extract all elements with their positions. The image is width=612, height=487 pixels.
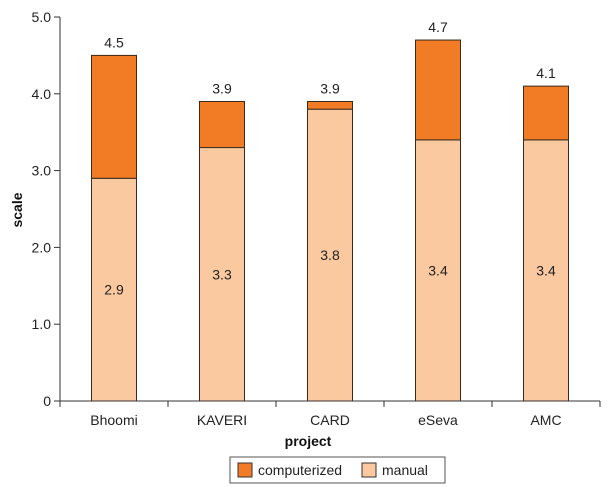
x-tick-label: KAVERI <box>197 412 247 428</box>
bars: 4.5 2.9 3.9 3.3 3.9 3.8 4.7 3.4 4.1 3.4 <box>91 19 569 402</box>
x-tick-label: eSeva <box>418 412 458 428</box>
x-axis-title: project <box>285 433 332 449</box>
x-tick-label: CARD <box>310 412 350 428</box>
total-value-label: 3.9 <box>212 80 232 96</box>
legend-swatch-computerized <box>237 462 253 478</box>
bar-manual <box>199 147 245 402</box>
manual-value-label: 3.4 <box>428 262 448 278</box>
manual-value-label: 3.3 <box>212 266 232 282</box>
y-axis: 0 1.0 2.0 3.0 4.0 5.0 <box>32 9 61 409</box>
bar-manual <box>307 108 353 402</box>
y-tick-label: 1.0 <box>32 316 52 332</box>
bar-computerized <box>523 85 569 141</box>
x-tick-label: Bhoomi <box>90 412 137 428</box>
legend-swatch-manual <box>361 462 377 478</box>
y-tick-label: 2.0 <box>32 239 52 255</box>
total-value-label: 3.9 <box>320 80 340 96</box>
y-tick-label: 5.0 <box>32 9 52 25</box>
y-tick-label: 4.0 <box>32 86 52 102</box>
y-tick-label: 3.0 <box>32 163 52 179</box>
legend: computerized manual <box>229 456 446 484</box>
x-axis: Bhoomi KAVERI CARD eSeva AMC <box>59 400 601 428</box>
bar-computerized <box>91 54 137 179</box>
bar-manual <box>415 139 461 402</box>
bar-computerized <box>415 39 461 141</box>
total-value-label: 4.5 <box>104 34 124 50</box>
y-tick-label: 0 <box>43 393 51 409</box>
bar-computerized <box>307 100 353 110</box>
bar-manual <box>523 139 569 402</box>
total-value-label: 4.7 <box>428 19 448 35</box>
y-axis-title: scale <box>9 192 25 227</box>
total-value-label: 4.1 <box>536 65 556 81</box>
x-tick-label: AMC <box>530 412 561 428</box>
manual-value-label: 2.9 <box>104 282 124 298</box>
manual-value-label: 3.4 <box>536 262 556 278</box>
legend-label-manual: manual <box>382 462 428 478</box>
bar-computerized <box>199 100 245 149</box>
legend-box <box>229 456 446 484</box>
manual-value-label: 3.8 <box>320 247 340 263</box>
legend-label-computerized: computerized <box>258 462 342 478</box>
